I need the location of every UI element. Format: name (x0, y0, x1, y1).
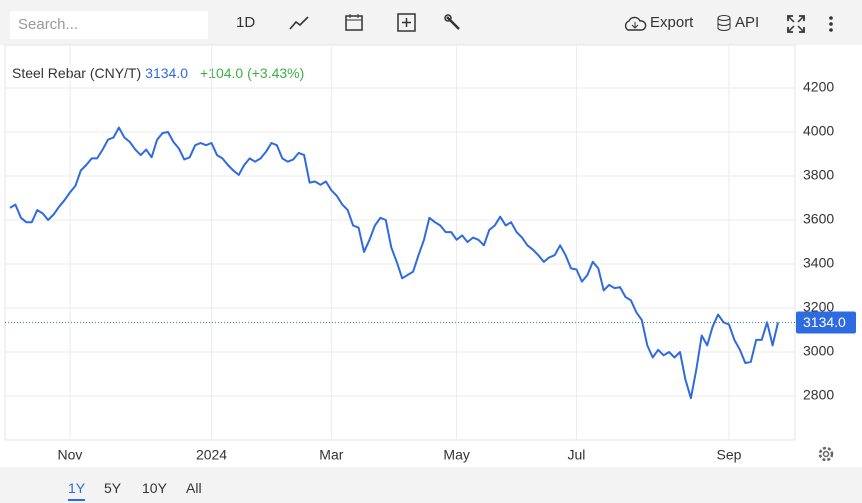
title-change: +104.0 (+3.43%) (200, 65, 304, 81)
y-tick-label: 3000 (803, 343, 834, 359)
price-line (9, 126, 779, 400)
title-price: 3134.0 (145, 65, 188, 81)
x-tick-label: Jul (568, 447, 586, 463)
x-tick-label: Mar (319, 447, 343, 463)
api-icon[interactable] (716, 14, 732, 32)
y-tick-label: 3200 (803, 299, 834, 315)
range-button[interactable]: 5Y (104, 480, 122, 496)
last-price-label: 3134.0 (803, 314, 846, 330)
range-button[interactable]: 1Y (68, 480, 86, 501)
range-button[interactable]: 10Y (142, 480, 167, 496)
y-tick-label: 4000 (803, 123, 834, 139)
toolbar: Search... 1D Export API (0, 0, 862, 45)
add-icon[interactable] (397, 13, 417, 33)
x-tick-label: May (443, 447, 469, 463)
y-tick-label: 3600 (803, 211, 834, 227)
api-button[interactable]: API (735, 14, 760, 31)
last-price-tag (796, 311, 856, 334)
menu-icon[interactable] (826, 14, 836, 34)
chart-title: Steel Rebar (CNY/T) 3134.0 +104.0 (+3.43%) (12, 65, 304, 81)
settings-icon[interactable] (818, 446, 834, 462)
plot-frame (4, 44, 796, 441)
title-name: Steel Rebar (CNY/T) (12, 65, 141, 81)
tools-icon[interactable] (443, 13, 463, 33)
export-button[interactable]: Export (650, 14, 694, 31)
interval-button[interactable]: 1D (236, 14, 256, 31)
y-tick-label: 4200 (803, 79, 834, 95)
line-icon[interactable] (288, 13, 310, 33)
export-icon[interactable] (623, 15, 647, 33)
fullscreen-icon[interactable] (786, 14, 806, 34)
range-button[interactable]: All (186, 480, 202, 496)
y-tick-label: 3400 (803, 255, 834, 271)
x-tick-label: Sep (717, 447, 742, 463)
y-tick-label: 3800 (803, 167, 834, 183)
y-tick-label: 2800 (803, 387, 834, 403)
x-tick-label: Nov (57, 447, 82, 463)
range-bar: 1Y 5Y 10Y All (0, 467, 862, 503)
calendar-icon[interactable] (344, 12, 364, 32)
chart: Steel Rebar (CNY/T) 3134.0 +104.0 (+3.43%)… (4, 44, 856, 463)
x-tick-label: 2024 (196, 447, 227, 463)
search-box[interactable]: Search... (10, 11, 208, 39)
